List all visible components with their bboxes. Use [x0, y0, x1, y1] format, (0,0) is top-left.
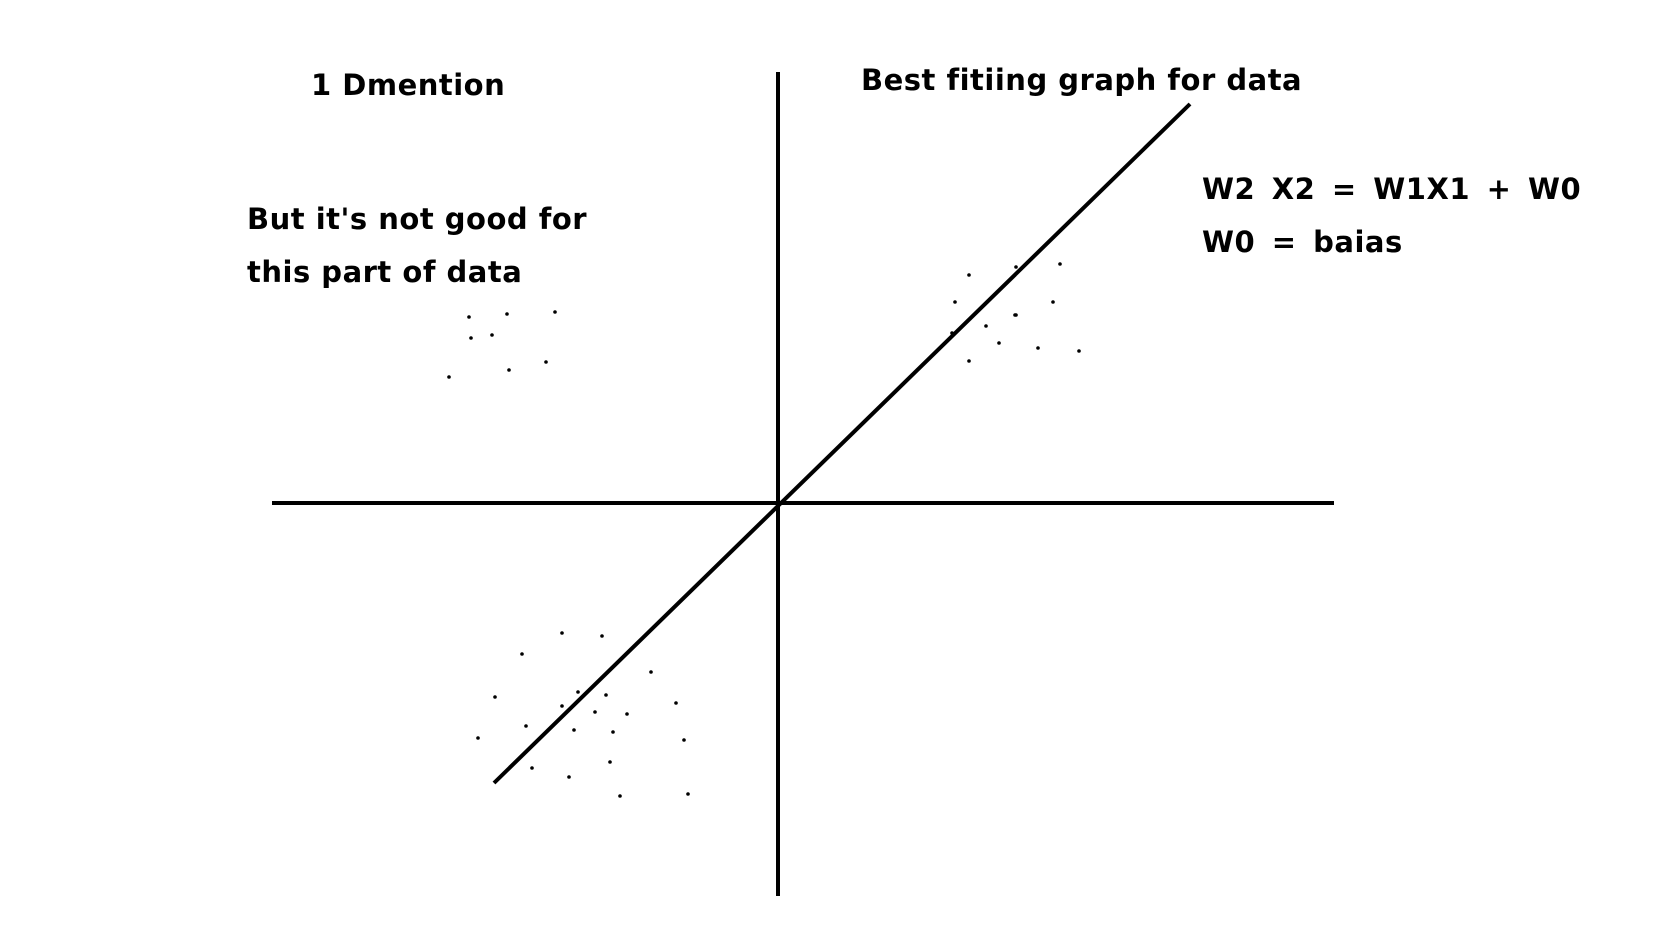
- data-points: [447, 262, 1081, 798]
- data-point: [493, 695, 497, 699]
- data-point: [967, 273, 971, 277]
- data-point: [560, 631, 564, 635]
- data-point: [625, 712, 629, 716]
- data-point: [600, 634, 604, 638]
- dimension-label: 1 Dmention: [311, 68, 506, 102]
- data-point: [520, 652, 524, 656]
- data-point: [524, 724, 528, 728]
- data-point: [467, 315, 471, 319]
- data-point: [649, 670, 653, 674]
- best-fit-line: [492, 102, 1192, 785]
- note-line-2: this part of data: [247, 255, 523, 289]
- data-point: [567, 775, 571, 779]
- data-point: [530, 766, 534, 770]
- best-fit-title: Best fitiing graph for data: [861, 63, 1303, 97]
- data-point: [469, 336, 473, 340]
- data-point: [1051, 300, 1055, 304]
- data-point: [544, 360, 548, 364]
- note-line-1: But it's not good for: [247, 202, 588, 236]
- data-point: [950, 331, 954, 335]
- data-point: [1036, 346, 1040, 350]
- data-point: [674, 701, 678, 705]
- data-point: [608, 760, 612, 764]
- data-point: [507, 368, 511, 372]
- data-point: [611, 730, 615, 734]
- data-point: [1077, 349, 1081, 353]
- data-point: [686, 792, 690, 796]
- equation-label: W2 X2 = W1X1 + W0: [1202, 172, 1582, 206]
- data-point: [997, 341, 1001, 345]
- data-point: [490, 333, 494, 337]
- data-point: [576, 690, 580, 694]
- data-point: [476, 736, 480, 740]
- data-point: [1014, 313, 1018, 317]
- data-point: [560, 704, 564, 708]
- bias-label: W0 = baias: [1202, 225, 1403, 259]
- data-point: [682, 738, 686, 742]
- data-point: [447, 375, 451, 379]
- data-point: [967, 359, 971, 363]
- data-point: [572, 728, 576, 732]
- data-point: [984, 324, 988, 328]
- data-point: [1014, 265, 1018, 269]
- data-point: [604, 693, 608, 697]
- data-point: [953, 300, 957, 304]
- data-point: [593, 710, 597, 714]
- data-point: [618, 794, 622, 798]
- data-point: [553, 310, 557, 314]
- data-point: [505, 312, 509, 316]
- data-point: [1058, 262, 1062, 266]
